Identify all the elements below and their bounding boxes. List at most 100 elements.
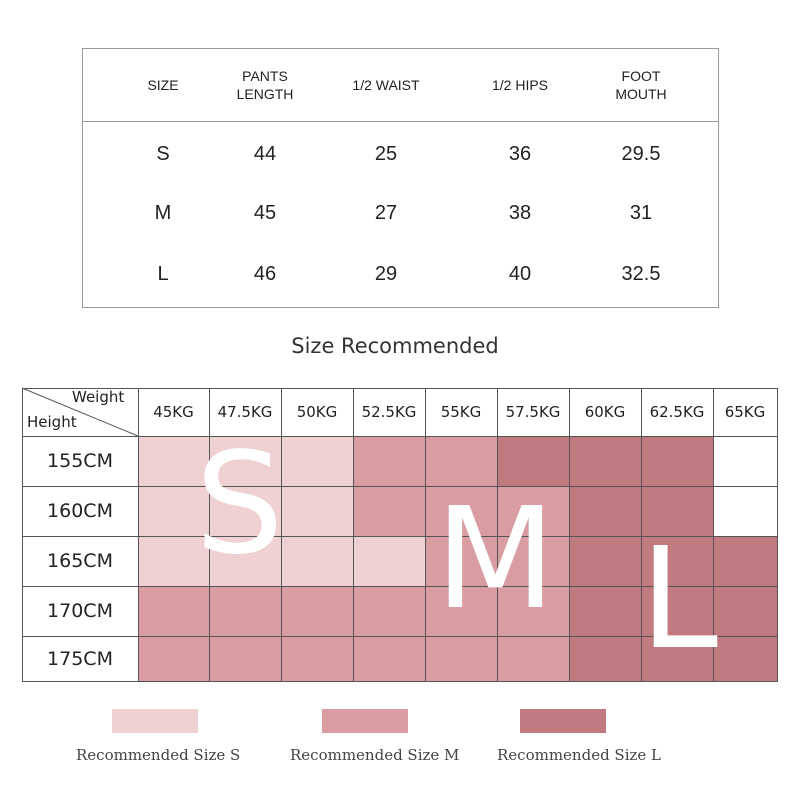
grid-cell — [281, 586, 353, 636]
grid-cell — [641, 536, 713, 586]
grid-line — [22, 486, 778, 487]
weight-label: 52.5KG — [361, 403, 417, 421]
grid-line — [22, 436, 778, 437]
header-half-hips: 1/2 HIPS — [491, 77, 549, 93]
grid-cell — [425, 586, 497, 636]
foot-mouth-cell: 32.5 — [621, 263, 661, 285]
grid-line — [497, 388, 498, 681]
grid-cell — [569, 636, 641, 681]
corner-height-label: Height — [27, 413, 77, 431]
grid-cell — [713, 536, 777, 586]
grid-cell — [138, 436, 209, 486]
grid-cell — [641, 486, 713, 536]
size-cell: M — [154, 202, 172, 224]
grid-line — [425, 388, 426, 681]
size-chart-header-row: SIZE PANTS LENGTH 1/2 WAIST 1/2 HIPS FOO… — [83, 49, 718, 122]
grid-cell — [641, 636, 713, 681]
height-label: 155CM — [47, 450, 113, 472]
legend-swatch-l — [520, 709, 606, 733]
weight-label: 65KG — [724, 403, 766, 421]
half-hips-cell: 38 — [508, 202, 532, 224]
half-waist-cell: 27 — [374, 202, 398, 224]
legend-label-m: Recommended Size M — [290, 746, 460, 764]
header-half-waist: 1/2 WAIST — [352, 77, 420, 93]
grid-line — [209, 388, 210, 681]
height-label: 170CM — [47, 600, 113, 622]
half-hips-cell: 40 — [508, 263, 532, 285]
grid-cell — [641, 436, 713, 486]
grid-line — [22, 636, 778, 637]
weight-label: 57.5KG — [505, 403, 561, 421]
grid-cell — [713, 436, 777, 486]
height-label: 160CM — [47, 500, 113, 522]
grid-line — [281, 388, 282, 681]
grid-cell — [569, 486, 641, 536]
big-letter-l: L — [640, 518, 718, 681]
recommend-title: Size Recommended — [291, 334, 499, 358]
weight-label: 45KG — [153, 403, 194, 421]
grid-cell — [209, 586, 281, 636]
grid-cell — [353, 436, 425, 486]
header-pants-length: PANTS LENGTH — [236, 68, 294, 102]
weight-label: 50KG — [296, 403, 338, 421]
legend-swatch-s — [112, 709, 198, 733]
header-foot-mouth: FOOT MOUTH — [615, 68, 667, 102]
grid-cell — [425, 536, 497, 586]
grid-line — [641, 388, 642, 681]
grid-cell — [138, 536, 209, 586]
legend-swatch-m — [322, 709, 408, 733]
grid-cell — [425, 486, 497, 536]
pants-length-cell: 44 — [253, 143, 277, 165]
grid-cell — [569, 586, 641, 636]
grid-cell — [209, 636, 281, 681]
grid-cell — [353, 636, 425, 681]
grid-cell — [281, 636, 353, 681]
size-cell: L — [157, 263, 169, 285]
grid-cell — [281, 536, 353, 586]
grid-cell — [713, 636, 777, 681]
pants-length-cell: 45 — [253, 202, 277, 224]
big-letter-s: S — [195, 423, 284, 586]
height-label: 175CM — [47, 647, 113, 670]
grid-cell — [353, 586, 425, 636]
weight-label: 47.5KG — [217, 403, 273, 421]
size-chart-table: SIZE PANTS LENGTH 1/2 WAIST 1/2 HIPS FOO… — [82, 48, 719, 308]
grid-cell — [425, 636, 497, 681]
grid-line — [777, 388, 778, 681]
grid-cell — [497, 536, 569, 586]
grid-cell — [713, 586, 777, 636]
header-size: SIZE — [147, 77, 179, 93]
corner-weight-label: Weight — [72, 388, 125, 406]
legend-label-s: Recommended Size S — [76, 746, 241, 764]
grid-line — [138, 388, 139, 681]
grid-cell — [497, 586, 569, 636]
grid-line — [22, 388, 778, 389]
height-label: 165CM — [47, 550, 113, 572]
grid-cell — [138, 486, 209, 536]
grid-line — [353, 388, 354, 681]
grid-cell — [569, 536, 641, 586]
big-letter-m: M — [435, 478, 556, 641]
grid-cell — [209, 436, 281, 486]
grid-cell — [281, 486, 353, 536]
half-hips-cell: 36 — [508, 143, 532, 165]
weight-label: 55KG — [440, 403, 482, 421]
grid-line — [22, 536, 778, 537]
grid-cell — [138, 586, 209, 636]
grid-cell — [497, 636, 569, 681]
grid-cell — [425, 436, 497, 486]
grid-line — [569, 388, 570, 681]
grid-line — [22, 388, 23, 681]
size-cell: S — [156, 143, 170, 165]
weight-label: 60KG — [584, 403, 626, 421]
legend-label-l: Recommended Size L — [497, 746, 662, 764]
grid-line — [22, 681, 778, 682]
grid-cell — [138, 636, 209, 681]
grid-cell — [209, 536, 281, 586]
grid-cell — [713, 486, 777, 536]
foot-mouth-cell: 29.5 — [621, 143, 661, 165]
grid-cell — [353, 536, 425, 586]
grid-cell — [641, 586, 713, 636]
